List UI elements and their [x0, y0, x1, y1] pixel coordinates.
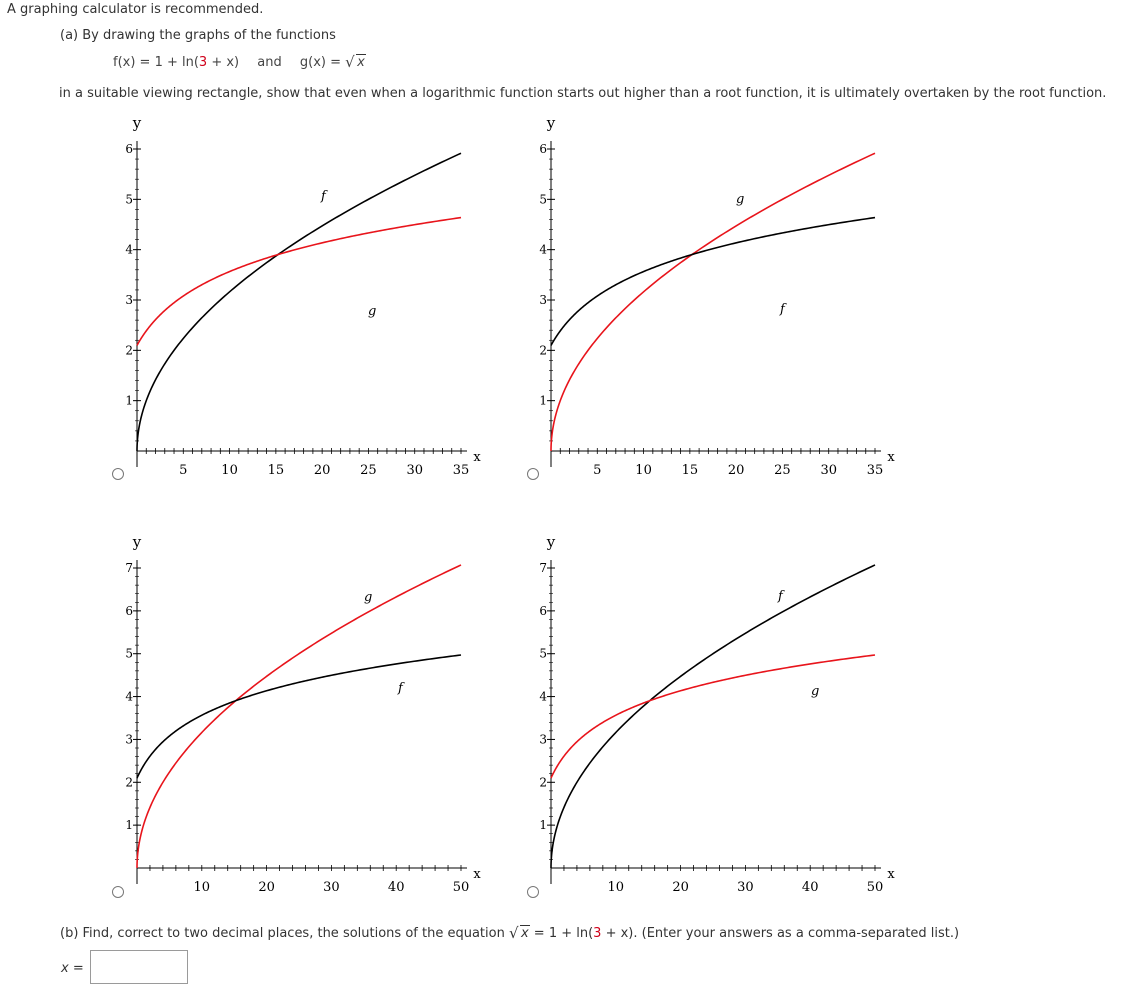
curve-g — [136, 564, 462, 869]
y-tick-label: 1 — [125, 818, 133, 832]
intro-text: A graphing calculator is recommended. — [7, 2, 264, 17]
x-tick-label: 30 — [820, 463, 837, 478]
x-tick-label: 50 — [453, 880, 470, 895]
y-tick-label: 4 — [125, 243, 133, 257]
y-tick-label: 2 — [539, 775, 547, 789]
curve-g — [550, 654, 876, 779]
part-a-prompt: (a) By drawing the graphs of the functio… — [60, 28, 336, 43]
y-tick-label: 3 — [125, 732, 133, 746]
x-tick-label: 20 — [728, 463, 745, 478]
option-radio-1[interactable] — [112, 468, 124, 480]
option-radio-2[interactable] — [527, 468, 539, 480]
x-tick-label: 20 — [314, 463, 331, 478]
answer-label: x = — [61, 961, 84, 976]
x-tick-label: 20 — [258, 880, 275, 895]
curve-label-g: g — [364, 590, 372, 605]
x-tick-label: 25 — [774, 463, 791, 478]
y-tick-label: 6 — [539, 604, 547, 618]
x-tick-label: 10 — [194, 880, 211, 895]
x-tick-label: 15 — [268, 463, 285, 478]
x-tick-label: 30 — [323, 880, 340, 895]
y-tick-label: 3 — [539, 293, 547, 307]
x-tick-label: 15 — [682, 463, 699, 478]
y-tick-label: 7 — [539, 561, 547, 575]
chart-3: 1 2 3 4 5 6 7 10 20 30 40 50x y g f — [125, 533, 481, 895]
sqrt-icon: √ — [345, 53, 355, 71]
x-tick-label: 30 — [406, 463, 423, 478]
curve-f — [136, 152, 462, 452]
y-axis-label: y — [546, 533, 556, 551]
f-definition: f(x) = 1 + ln(3 + x) — [113, 55, 240, 70]
x-tick-label: 10 — [635, 463, 652, 478]
option-radio-4[interactable] — [527, 886, 539, 898]
y-tick-label: 3 — [539, 732, 547, 746]
option-radio-3[interactable] — [112, 886, 124, 898]
function-definitions: f(x) = 1 + ln(3 + x) and g(x) = √ x — [113, 53, 366, 71]
curve-label-g: g — [811, 684, 819, 699]
and-word: and — [257, 55, 282, 70]
x-tick-label: 40 — [802, 880, 819, 895]
x-axis-label: x — [887, 450, 895, 465]
y-tick-label: 5 — [539, 192, 547, 206]
curve-f — [550, 564, 876, 869]
y-tick-label: 2 — [125, 343, 133, 357]
x-axis-label: x — [887, 867, 895, 882]
chart-1: 1 2 3 4 5 6 5 10 15 20 25 30 35x y f g — [125, 114, 481, 478]
y-tick-label: 4 — [539, 690, 547, 704]
curve-label-f: f — [320, 189, 328, 204]
curve-label-g: g — [736, 192, 744, 207]
y-tick-label: 2 — [125, 775, 133, 789]
chart-2: 1 2 3 4 5 6 5 10 15 20 25 30 35x y g f — [539, 114, 895, 478]
g-definition: g(x) = √ x — [299, 53, 366, 71]
y-tick-label: 5 — [125, 192, 133, 206]
y-tick-label: 1 — [539, 818, 547, 832]
y-tick-label: 6 — [539, 142, 547, 156]
y-tick-label: 7 — [125, 561, 133, 575]
y-axis-label: y — [546, 114, 556, 132]
x-tick-label: 10 — [221, 463, 238, 478]
y-tick-label: 2 — [539, 343, 547, 357]
x-tick-label: 35 — [867, 463, 884, 478]
x-axis-label: x — [473, 867, 481, 882]
curve-label-f: f — [397, 681, 405, 696]
part-a-statement: in a suitable viewing rectangle, show th… — [59, 86, 1107, 101]
x-tick-label: 35 — [453, 463, 470, 478]
part-b-prompt: (b) Find, correct to two decimal places,… — [60, 924, 960, 942]
y-tick-label: 5 — [539, 647, 547, 661]
x-tick-label: 10 — [608, 880, 625, 895]
x-tick-label: 5 — [593, 463, 601, 478]
y-tick-label: 5 — [125, 647, 133, 661]
x-tick-label: 40 — [388, 880, 405, 895]
y-tick-label: 6 — [125, 604, 133, 618]
x-axis-label: x — [473, 450, 481, 465]
x-tick-label: 50 — [867, 880, 884, 895]
y-tick-label: 1 — [125, 394, 133, 408]
curve-label-f: f — [777, 589, 785, 604]
curve-g — [136, 216, 462, 346]
y-tick-label: 4 — [539, 243, 547, 257]
y-axis-label: y — [132, 114, 142, 132]
x-tick-label: 25 — [360, 463, 377, 478]
curve-f — [136, 654, 462, 779]
chart-4: 1 2 3 4 5 6 7 10 20 30 40 50x y f g — [539, 533, 895, 895]
y-axis-label: y — [132, 533, 142, 551]
curve-g — [550, 152, 876, 452]
curve-f — [550, 216, 876, 346]
curve-label-g: g — [368, 304, 376, 319]
y-tick-label: 6 — [125, 142, 133, 156]
answer-input[interactable] — [90, 950, 188, 984]
y-tick-label: 1 — [539, 394, 547, 408]
x-tick-label: 30 — [737, 880, 754, 895]
sqrt-icon: √ — [508, 924, 519, 942]
curve-label-f: f — [779, 302, 787, 317]
x-tick-label: 20 — [672, 880, 689, 895]
y-tick-label: 4 — [125, 690, 133, 704]
y-tick-label: 3 — [125, 293, 133, 307]
x-tick-label: 5 — [179, 463, 187, 478]
